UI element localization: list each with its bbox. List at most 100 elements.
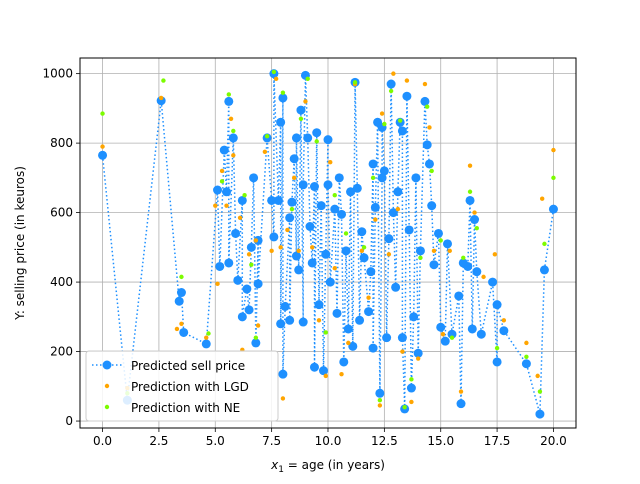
predicted-point bbox=[249, 173, 259, 183]
predicted-point bbox=[397, 126, 407, 136]
predicted-point bbox=[330, 204, 340, 214]
y-tick-label: 1000 bbox=[42, 67, 73, 81]
predicted-point bbox=[499, 326, 509, 336]
predicted-point bbox=[246, 242, 256, 252]
lgd-point bbox=[255, 323, 261, 328]
lgd-point bbox=[231, 153, 236, 158]
predicted-point bbox=[427, 201, 437, 211]
lgd-point bbox=[339, 371, 344, 377]
lgd-point bbox=[431, 248, 437, 254]
ne-point bbox=[425, 104, 430, 109]
lgd-point bbox=[280, 396, 286, 401]
lgd-point bbox=[467, 163, 473, 168]
predicted-point bbox=[237, 312, 247, 322]
predicted-point bbox=[269, 232, 279, 242]
predicted-point bbox=[303, 133, 313, 143]
predicted-point bbox=[215, 261, 225, 271]
lgd-point bbox=[492, 252, 498, 257]
ne-point bbox=[305, 76, 310, 82]
legend-label-ne: Prediction with NE bbox=[131, 401, 240, 415]
predicted-point bbox=[224, 258, 234, 268]
ne-point bbox=[314, 139, 319, 144]
lgd-point bbox=[215, 281, 220, 287]
ne-point bbox=[226, 92, 231, 97]
predicted-point bbox=[406, 383, 416, 393]
predicted-point bbox=[237, 195, 247, 205]
predicted-point bbox=[276, 319, 286, 329]
x-tick-label: 7.5 bbox=[262, 434, 281, 448]
lgd-point bbox=[458, 389, 464, 394]
predicted-point bbox=[391, 282, 401, 292]
predicted-point bbox=[253, 235, 263, 245]
x-tick-label: 2.5 bbox=[149, 434, 168, 448]
legend-box bbox=[85, 350, 279, 422]
lgd-point bbox=[422, 81, 428, 87]
predicted-point bbox=[346, 187, 356, 197]
predicted-point bbox=[201, 339, 211, 349]
predicted-point bbox=[287, 197, 297, 207]
predicted-point bbox=[213, 185, 223, 195]
ne-point bbox=[179, 274, 184, 280]
x-axis-label-var: x bbox=[270, 458, 279, 472]
lgd-point bbox=[440, 331, 446, 337]
predicted-point bbox=[174, 296, 184, 306]
predicted-point bbox=[548, 204, 558, 214]
lgd-point bbox=[273, 76, 279, 82]
lgd-point bbox=[535, 373, 540, 379]
predicted-point bbox=[433, 228, 443, 238]
predicted-point bbox=[296, 105, 306, 115]
predicted-point bbox=[98, 150, 108, 160]
predicted-point bbox=[411, 173, 421, 183]
predicted-point bbox=[176, 288, 186, 298]
ne-point bbox=[100, 111, 105, 116]
x-tick-label: 0.0 bbox=[93, 434, 112, 448]
legend-label-predicted: Predicted sell price bbox=[131, 359, 245, 373]
predicted-point bbox=[377, 173, 387, 183]
predicted-point bbox=[382, 333, 392, 343]
ne-point bbox=[343, 231, 349, 236]
ne-point bbox=[271, 69, 277, 75]
predicted-point bbox=[294, 265, 304, 275]
x-tick-label: 12.5 bbox=[371, 434, 398, 448]
lgd-point bbox=[219, 168, 225, 174]
lgd-point bbox=[262, 149, 268, 155]
predicted-point bbox=[370, 202, 380, 212]
lgd-point bbox=[377, 403, 383, 408]
predicted-point bbox=[366, 267, 376, 277]
lgd-point bbox=[253, 238, 259, 243]
legend-marker-predicted bbox=[102, 360, 112, 370]
lgd-point bbox=[296, 248, 301, 254]
ne-point bbox=[298, 116, 304, 121]
lgd-point bbox=[409, 399, 414, 405]
predicted-point bbox=[321, 249, 331, 259]
ne-point bbox=[388, 88, 394, 94]
lgd-point bbox=[524, 340, 529, 346]
predicted-point bbox=[402, 91, 412, 101]
predicted-point bbox=[339, 357, 349, 367]
predicted-point bbox=[539, 265, 549, 275]
ne-point bbox=[524, 354, 529, 359]
predicted-point bbox=[375, 388, 385, 398]
predicted-point bbox=[291, 133, 301, 143]
predicted-point bbox=[352, 183, 362, 193]
ne-point bbox=[467, 189, 473, 194]
ne-point bbox=[242, 193, 247, 198]
ne-point bbox=[253, 335, 259, 340]
lgd-point bbox=[100, 144, 105, 149]
predicted-point bbox=[233, 275, 243, 285]
legend-marker-lgd bbox=[104, 383, 110, 389]
lgd-point bbox=[278, 245, 283, 250]
predicted-point bbox=[316, 201, 326, 211]
predicted-point bbox=[422, 140, 432, 150]
ne-point bbox=[402, 404, 407, 410]
predicted-point bbox=[463, 261, 473, 271]
predicted-point bbox=[447, 329, 457, 339]
x-tick-label: 5.0 bbox=[206, 434, 225, 448]
y-axis-label: Y: selling price (in keuros) bbox=[13, 166, 27, 321]
predicted-point bbox=[289, 154, 299, 164]
ne-point bbox=[264, 133, 270, 139]
predicted-point bbox=[492, 357, 502, 367]
predicted-point bbox=[309, 362, 319, 372]
